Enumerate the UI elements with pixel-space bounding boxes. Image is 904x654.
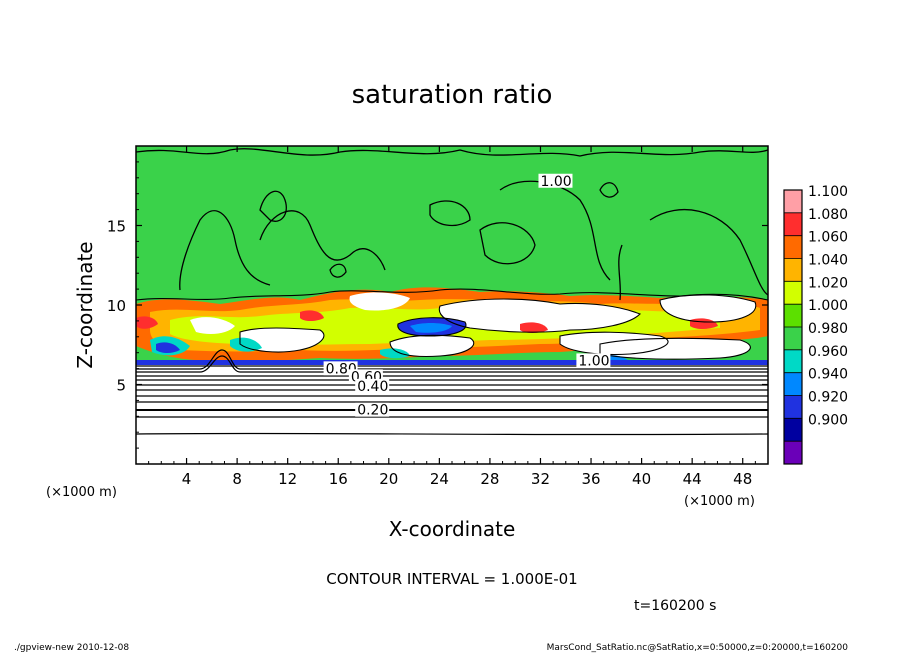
- x-axis-unit: (×1000 m): [684, 494, 755, 509]
- contour-lines-cloud: [135, 288, 769, 360]
- x-tick-label: 12: [278, 470, 297, 488]
- y-tick-label: 15: [107, 218, 126, 236]
- footer-left: ./gpview-new 2010-12-08: [14, 643, 129, 653]
- cloud-patch: [240, 328, 324, 352]
- colorbar-swatch: [784, 349, 802, 374]
- contour-lines-upper: [135, 148, 769, 301]
- contour-lines-lower: [135, 349, 769, 436]
- colorbar-label: 0.920: [808, 390, 848, 406]
- cloud-patch: [660, 294, 756, 322]
- contour-interval-note: CONTOUR INTERVAL = 1.000E-01: [326, 570, 577, 588]
- time-label: t=160200 s: [634, 598, 716, 614]
- colorbar-swatch: [784, 212, 802, 237]
- colorbar-swatch: [784, 235, 802, 259]
- colorbar-label: 0.940: [808, 367, 848, 383]
- cloud-patch: [600, 338, 751, 360]
- chart-title: saturation ratio: [352, 80, 553, 110]
- y-axis: 5 10 15: [107, 161, 768, 449]
- cloud-patch: [390, 335, 474, 357]
- contour-label-bg: [538, 173, 573, 188]
- contour-label: 0.20: [357, 403, 388, 419]
- cloud-patch: [190, 317, 235, 334]
- colorbar-swatch: [784, 418, 802, 442]
- colorbar-label: 1.000: [808, 298, 848, 314]
- x-tick-label: 40: [632, 470, 651, 488]
- colorbar-label: 1.020: [808, 275, 848, 291]
- contour-label: 0.40: [357, 379, 388, 395]
- subsat-patch: [380, 348, 410, 359]
- contour-label-bg: [576, 353, 611, 368]
- field-subsaturated-region: [136, 364, 768, 464]
- x-tick-label: 8: [232, 470, 242, 488]
- colorbar-swatch: [784, 395, 802, 419]
- colorbar-label: 1.040: [808, 253, 848, 269]
- subsat-patch: [230, 337, 262, 352]
- cloud-patch: [349, 292, 410, 311]
- colorbar-label: 1.100: [808, 184, 848, 200]
- x-tick-label: 36: [581, 470, 600, 488]
- supersat-patch: [300, 310, 324, 321]
- colorbar-label: 0.980: [808, 321, 848, 337]
- contour-label: 1.00: [578, 353, 609, 369]
- x-tick-label: 4: [182, 470, 192, 488]
- y-axis-label: Z-coordinate: [73, 241, 97, 368]
- x-tick-label: 32: [531, 470, 550, 488]
- x-tick-label: 16: [329, 470, 348, 488]
- y-tick-label: 5: [116, 377, 126, 395]
- cloud-base-strip: [136, 360, 768, 365]
- colorbar: 1.100 1.080 1.060 1.040 1.020 1.000 0.980 0.960…: [783, 184, 848, 465]
- subsat-patch: [410, 323, 452, 333]
- colorbar-label: 0.900: [808, 412, 848, 428]
- x-tick-label: 24: [430, 470, 449, 488]
- contour-labels: 1.001.000.800.600.400.20: [323, 173, 611, 419]
- colorbar-swatch: [784, 304, 802, 328]
- x-axis-label: X-coordinate: [389, 517, 516, 541]
- colorbar-swatch: [784, 258, 802, 282]
- x-tick-label: 20: [379, 470, 398, 488]
- contour-label: 1.00: [540, 174, 571, 190]
- colorbar-swatch: [784, 372, 802, 396]
- footer-right: MarsCond_SatRatio.nc@SatRatio,x=0:50000,…: [547, 643, 849, 653]
- colorbar-label: 1.060: [808, 230, 848, 246]
- plot-area: [135, 146, 769, 464]
- contour-label-bg: [355, 378, 390, 393]
- subsat-patch: [156, 342, 180, 353]
- y-axis-unit: (×1000 m): [46, 485, 117, 500]
- y-tick-label: 10: [107, 297, 126, 315]
- colorbar-label: 1.080: [808, 207, 848, 223]
- supersat-patch: [520, 322, 548, 333]
- colorbar-label: 0.960: [808, 344, 848, 360]
- x-tick-label: 48: [733, 470, 752, 488]
- colorbar-swatch: [784, 281, 802, 305]
- supersat-patch: [136, 316, 158, 329]
- x-tick-label: 44: [683, 470, 702, 488]
- x-axis: 4 8 12 16 20 24 28 32 36 40 44 48: [148, 146, 756, 488]
- colorbar-swatch: [784, 441, 802, 465]
- colorbar-swatch: [784, 190, 802, 214]
- colorbar-swatch: [784, 327, 802, 351]
- cloud-patch: [439, 299, 640, 333]
- x-tick-label: 28: [480, 470, 499, 488]
- contour-label-bg: [355, 402, 390, 417]
